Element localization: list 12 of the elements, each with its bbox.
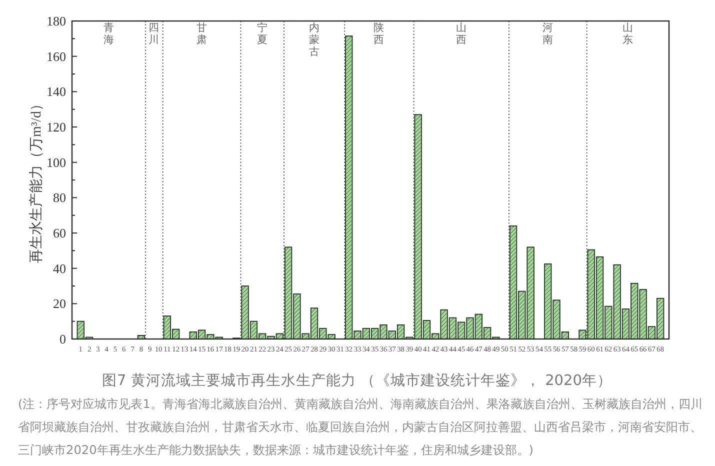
y-tick-label: 60 <box>53 226 66 240</box>
y-tick-label: 80 <box>53 190 66 206</box>
y-tick-label: 140 <box>46 84 66 100</box>
y-tick-label: 160 <box>46 48 66 64</box>
y-tick-label: 100 <box>46 154 66 170</box>
y-axis-title: 再生水生产能力（万m³/d） <box>28 97 44 263</box>
y-tick-label: 120 <box>46 120 66 134</box>
y-tick-label: 0 <box>60 332 66 346</box>
y-tick-label: 180 <box>46 14 66 28</box>
text: 图7 黄河流域主要城市再生水生产能力 （《城市建设统计年鉴》， 2020年） <box>102 372 612 389</box>
y-tick-label: 40 <box>53 260 66 276</box>
y-tick-label: 20 <box>53 296 66 312</box>
